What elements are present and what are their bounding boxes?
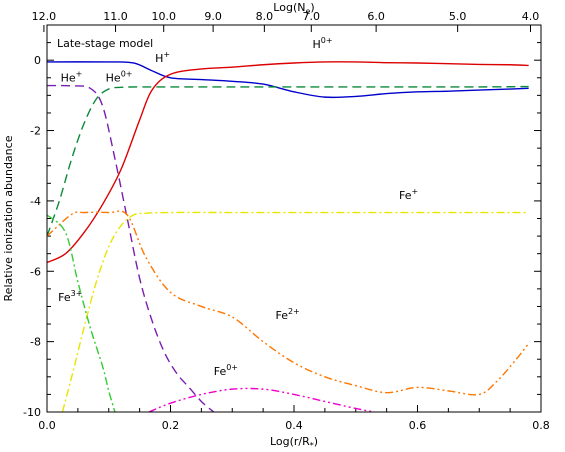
y-axis-title: Relative ionization abundance	[2, 135, 15, 301]
x-tick-label: 0.8	[532, 419, 550, 432]
series-annotation: H0+	[313, 36, 333, 51]
x-tick-label: 0.0	[38, 419, 56, 432]
series-line-he0plus	[47, 85, 529, 237]
series-annotation: He0+	[106, 69, 133, 84]
series-annotation: Fe0+	[214, 363, 238, 378]
y-tick-label: 0	[34, 54, 41, 67]
x-tick-label: 0.2	[162, 419, 180, 432]
top-tick-label: 4.0	[522, 10, 540, 23]
y-tick-label: -2	[30, 125, 41, 138]
series-annotation: He+	[61, 69, 83, 84]
series-annotation: Fe2+	[275, 307, 299, 322]
top-tick-label: 7.0	[303, 10, 321, 23]
series-line-feplus	[61, 211, 529, 412]
top-tick-label: 8.0	[256, 10, 274, 23]
panel-label: Late-stage model	[57, 37, 153, 50]
series-line-fe0plus	[148, 387, 375, 412]
top-tick-label: 10.0	[151, 10, 176, 23]
series-line-fe2plus	[47, 210, 530, 396]
top-tick-label: 12.0	[32, 10, 57, 23]
y-tick-label: -8	[30, 336, 41, 349]
x-axis-title: Log(r/R*)	[270, 435, 318, 450]
series-line-h0plus	[47, 61, 529, 264]
series-annotation: Fe+	[399, 187, 418, 202]
top-tick-label: 5.0	[449, 10, 467, 23]
series-annotations: H+ H0+ He+ He0+ Fe+ Fe2+ Fe3+ Fe0+	[58, 36, 418, 378]
tick-labels: 0.0 0.2 0.4 0.6 0.8 -10 -8 -6 -4 -2 0 12.0 11.0 10.0 9…	[23, 10, 550, 432]
y-tick-label: -4	[30, 195, 41, 208]
y-tick-label: -6	[30, 265, 41, 278]
tick-marks	[43, 24, 542, 413]
x-tick-label: 0.4	[285, 419, 303, 432]
series-line-heplus	[47, 84, 215, 412]
series-line-fe3plus	[47, 214, 116, 412]
y-tick-label: -10	[23, 406, 41, 419]
series-curves	[47, 61, 530, 412]
top-tick-label: 11.0	[103, 10, 128, 23]
plot-frame	[46, 24, 542, 413]
x-tick-label: 0.6	[409, 419, 427, 432]
series-annotation: H+	[155, 50, 170, 65]
series-annotation: Fe3+	[58, 289, 82, 304]
top-tick-label: 6.0	[367, 10, 385, 23]
top-axis-title: Log(Ne)	[273, 1, 314, 16]
top-tick-label: 9.0	[204, 10, 222, 23]
series-line-hplus	[47, 61, 529, 99]
